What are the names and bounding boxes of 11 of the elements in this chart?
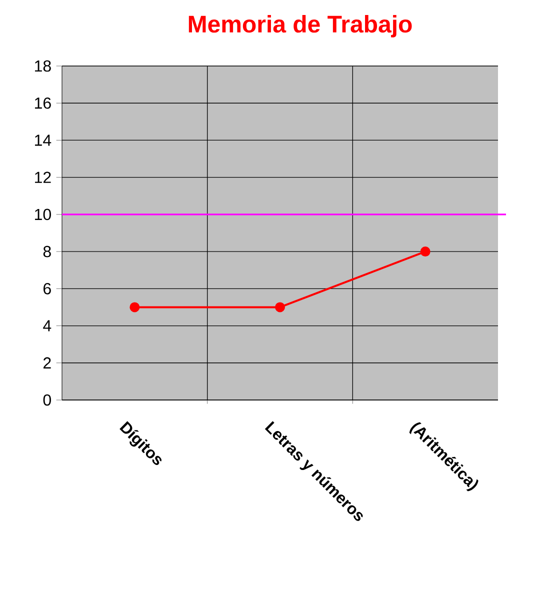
y-tick-label: 12 bbox=[35, 172, 51, 183]
y-tick-label: 10 bbox=[35, 208, 51, 220]
y-tick-label: 4 bbox=[43, 320, 52, 332]
y-tick-label: 18 bbox=[35, 60, 51, 72]
y-tick-label: 14 bbox=[35, 134, 52, 146]
y-tick-label: 8 bbox=[43, 246, 51, 258]
y-tick-label: 16 bbox=[35, 97, 51, 109]
y-tick-label: 0 bbox=[43, 394, 51, 406]
y-tick-label: 2 bbox=[43, 357, 51, 368]
chart-title: Memoria de Trabajo bbox=[188, 15, 412, 38]
y-tick-label: 6 bbox=[44, 283, 51, 294]
